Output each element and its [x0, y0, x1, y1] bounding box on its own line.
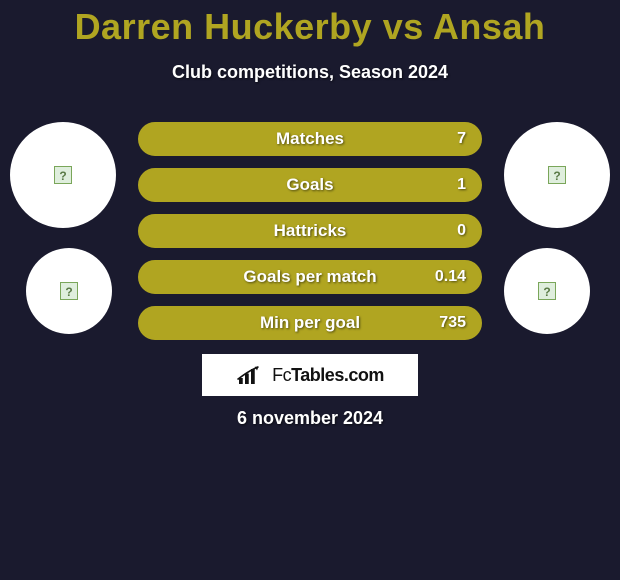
stat-label: Hattricks — [140, 216, 480, 246]
stat-row: Matches 7 — [138, 122, 482, 156]
comparison-card: Darren Huckerby vs Ansah Club competitio… — [0, 0, 620, 580]
stats-list: Matches 7 Goals 1 Hattricks 0 Goals per … — [138, 122, 482, 352]
stat-row: Hattricks 0 — [138, 214, 482, 248]
stat-label: Min per goal — [140, 308, 480, 338]
stat-value: 735 — [439, 308, 466, 338]
left-avatars — [10, 122, 116, 354]
page-subtitle: Club competitions, Season 2024 — [0, 62, 620, 83]
stat-row: Goals per match 0.14 — [138, 260, 482, 294]
footer-date: 6 november 2024 — [0, 408, 620, 429]
stat-value: 0 — [457, 216, 466, 246]
right-avatars — [504, 122, 610, 354]
placeholder-icon — [60, 282, 78, 300]
stat-label: Goals per match — [140, 262, 480, 292]
branding-badge: FcTables.com — [202, 354, 418, 396]
branding-text: FcTables.com — [272, 365, 384, 386]
stat-label: Matches — [140, 124, 480, 154]
branding-suffix: Tables.com — [291, 365, 384, 385]
player1-avatar — [10, 122, 116, 228]
player2-avatar — [504, 122, 610, 228]
player1-club-avatar — [26, 248, 112, 334]
placeholder-icon — [54, 166, 72, 184]
placeholder-icon — [538, 282, 556, 300]
placeholder-icon — [548, 166, 566, 184]
bar-chart-icon — [236, 364, 266, 386]
stat-value: 7 — [457, 124, 466, 154]
stat-label: Goals — [140, 170, 480, 200]
branding-prefix: Fc — [272, 365, 291, 385]
page-title: Darren Huckerby vs Ansah — [0, 0, 620, 48]
player2-club-avatar — [504, 248, 590, 334]
stat-value: 1 — [457, 170, 466, 200]
stat-row: Goals 1 — [138, 168, 482, 202]
stat-value: 0.14 — [435, 262, 466, 292]
stat-row: Min per goal 735 — [138, 306, 482, 340]
